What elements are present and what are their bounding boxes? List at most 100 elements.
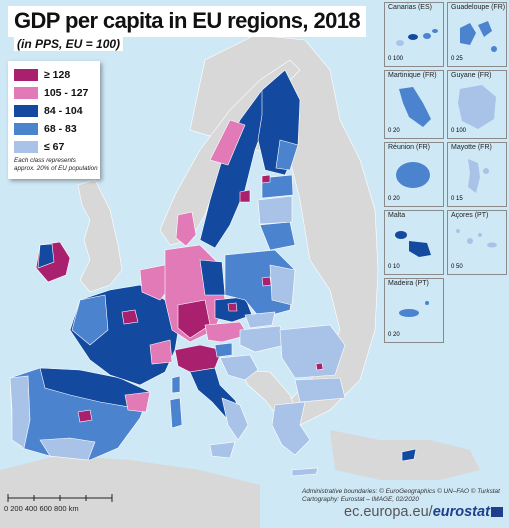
inset-guyane: Guyane (FR) 0 100 (447, 70, 507, 139)
inset-label: Réunion (FR) (388, 144, 431, 151)
inset-label: Guadeloupe (FR) (451, 4, 506, 11)
map-title-box: GDP per capita in EU regions, 2018 (8, 6, 366, 37)
legend-item: 68 - 83 (14, 123, 77, 135)
inset-reunion: Réunion (FR) 0 20 (384, 142, 444, 207)
credits-line: Cartography: Eurostat – IMAGE, 02/2020 (302, 496, 419, 503)
region-finland-east (275, 139, 299, 171)
region-italy-south (221, 397, 249, 441)
region-greece (271, 401, 311, 456)
region-aland (261, 174, 271, 184)
legend-note: Each class represents approx. 20% of EU … (14, 157, 98, 172)
inset-scale: 0 20 (388, 128, 400, 134)
region-andalusia (39, 437, 96, 461)
inset-scale: 0 100 (451, 128, 467, 134)
region-slovenia (214, 342, 233, 358)
inset-label: Mayotte (FR) (451, 144, 492, 151)
legend-item: ≥ 128 (14, 69, 70, 81)
region-crete (291, 467, 319, 477)
region-corsica (171, 375, 181, 394)
inset-mayotte: Mayotte (FR) 0 15 (447, 142, 507, 207)
inset-map (458, 85, 496, 129)
inset-label: Madeira (PT) (388, 280, 429, 287)
legend-item: 84 - 104 (14, 105, 83, 117)
inset-martinique: Martinique (FR) 0 20 (384, 70, 444, 139)
legend-label: ≤ 67 (44, 141, 65, 153)
legend-label: 105 - 127 (44, 87, 89, 99)
legend-label: 84 - 104 (44, 105, 83, 117)
region-hungary (239, 325, 286, 353)
region-ile-de-france (121, 309, 139, 325)
inset-label: Malta (388, 212, 406, 219)
inset-map (396, 29, 438, 46)
inset-map (399, 87, 431, 127)
inset-map (396, 162, 430, 188)
region-prague (227, 302, 238, 312)
inset-map (468, 159, 489, 193)
inset-map (456, 229, 497, 248)
inset-acores: Açores (PT) 0 50 (447, 210, 507, 275)
inset-label: Guyane (FR) (451, 72, 492, 79)
footer-url[interactable]: ec.europa.eu/eurostat (344, 504, 490, 520)
region-denmark (175, 211, 197, 247)
region-sicily (209, 441, 236, 459)
legend-swatch (14, 87, 38, 99)
region-rhone-alpes (149, 339, 173, 365)
inset-label: Martinique (FR) (388, 72, 437, 79)
legend-item: 105 - 127 (14, 87, 88, 99)
region-sweden-north (209, 119, 246, 166)
region-warsaw (261, 276, 272, 287)
region-ireland-west (37, 243, 55, 269)
map-subtitle: (in PPS, EU = 100) (14, 37, 124, 51)
inset-scale: 0 25 (451, 56, 463, 62)
region-germany-south (177, 299, 211, 339)
legend: ≥ 128 105 - 127 84 - 104 68 - 83 ≤ 67 Ea… (8, 61, 100, 179)
inset-malta: Malta 0 10 (384, 210, 444, 275)
region-bucharest (315, 362, 324, 371)
legend-swatch (14, 69, 38, 81)
inset-label: Açores (PT) (451, 212, 489, 219)
legend-swatch (14, 141, 38, 153)
scale-bar (7, 494, 113, 502)
region-latvia (257, 195, 293, 225)
non-eu-land-africa (0, 455, 260, 528)
region-madrid (77, 409, 93, 423)
non-eu-uk (77, 179, 123, 293)
credits-line: Administrative boundaries: © EuroGeograp… (302, 488, 500, 495)
inset-scale: 0 100 (388, 56, 404, 62)
region-cyprus (401, 448, 417, 462)
region-sardinia (169, 397, 183, 429)
legend-swatch (14, 105, 38, 117)
inset-scale: 0 50 (451, 264, 463, 270)
inset-scale: 0 15 (451, 196, 463, 202)
inset-label: Canarias (ES) (388, 4, 432, 11)
inset-scale: 0 20 (388, 332, 400, 338)
legend-label: ≥ 128 (44, 69, 71, 81)
inset-scale: 0 10 (388, 264, 400, 270)
legend-item: ≤ 67 (14, 141, 64, 153)
region-romania (279, 324, 346, 379)
region-slovakia (244, 311, 276, 329)
inset-map (399, 301, 429, 317)
region-stockholm (239, 189, 251, 203)
inset-guadeloupe: Guadeloupe (FR) 0 25 (447, 2, 507, 67)
inset-madeira: Madeira (PT) 0 20 (384, 278, 444, 343)
inset-map (395, 231, 431, 257)
legend-label: 68 - 83 (44, 123, 77, 135)
scale-bar-labels: 0 200 400 600 800 km (4, 504, 79, 513)
legend-swatch (14, 123, 38, 135)
inset-scale: 0 20 (388, 196, 400, 202)
region-catalonia (124, 391, 151, 413)
map-title: GDP per capita in EU regions, 2018 (14, 8, 361, 33)
footer-site: ec.europa.eu/ (344, 504, 433, 520)
inset-map (460, 21, 497, 52)
region-croatia (219, 354, 259, 381)
region-bulgaria (294, 377, 346, 403)
region-poland-east (269, 264, 296, 306)
inset-canarias: Canarias (ES) 0 100 (384, 2, 444, 67)
eurostat-brand: eurostat (432, 504, 490, 520)
region-france-west (71, 294, 109, 346)
eu-flag-icon (491, 507, 503, 517)
region-austria (204, 321, 249, 343)
credits: Administrative boundaries: © EuroGeograp… (302, 488, 500, 504)
region-portugal (9, 375, 31, 449)
